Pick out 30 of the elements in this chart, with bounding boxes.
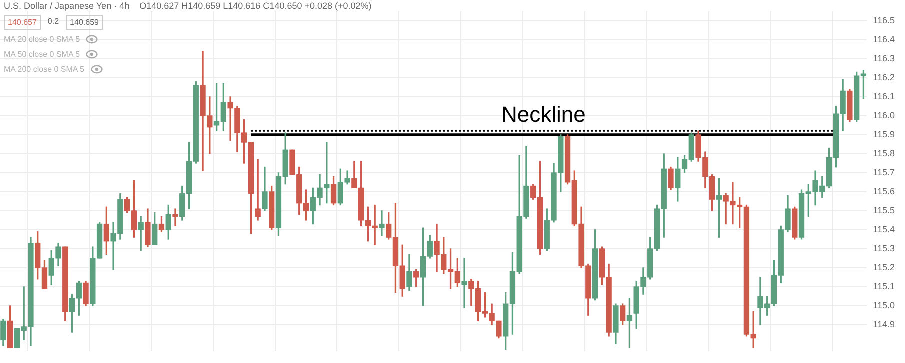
chart-title: U.S. Dollar / Japanese Yen · 4h [4,1,130,11]
y-tick-label: 116.5 [873,15,896,26]
y-tick-label: 115.7 [873,167,896,178]
annotation: MA 20 close 0 SMA 5 [4,35,80,44]
annotation: MA 50 close 0 SMA 5 [4,50,80,59]
annotation: 140.659 [66,15,103,30]
y-tick-label: 115.4 [873,224,896,234]
y-tick-label: 115.3 [873,243,896,254]
annotation: 140.657 [4,15,41,30]
y-tick-label: 115.6 [873,186,896,196]
y-tick-label: 115.9 [873,129,896,140]
candlestick [172,208,178,226]
y-tick-label: 115.2 [873,262,896,272]
candlestick [379,210,385,236]
y-tick-label: 116.4 [873,34,896,44]
y-tick-label: 115.5 [873,205,896,216]
annotation: 0.2 [46,16,60,28]
candlestick [255,159,261,221]
annotation: MA 200 close 0 SMA 5 [4,65,84,74]
y-tick-label: 115.8 [873,148,896,158]
series-label: Neckline [502,102,586,127]
y-tick-label: 116.2 [873,72,896,82]
y-tick-label: 116.0 [873,110,896,120]
y-tick-label: 115.1 [873,281,896,292]
y-tick-label: 116.3 [873,53,896,64]
text: O140.627 H140.659 L140.616 C140.650 +0.028 (+0.02%) [140,1,372,11]
y-tick-label: 115.0 [873,300,896,310]
candlestick [462,258,468,308]
y-tick-label: 114.9 [873,319,896,330]
y-tick-label: 116.1 [873,91,896,102]
